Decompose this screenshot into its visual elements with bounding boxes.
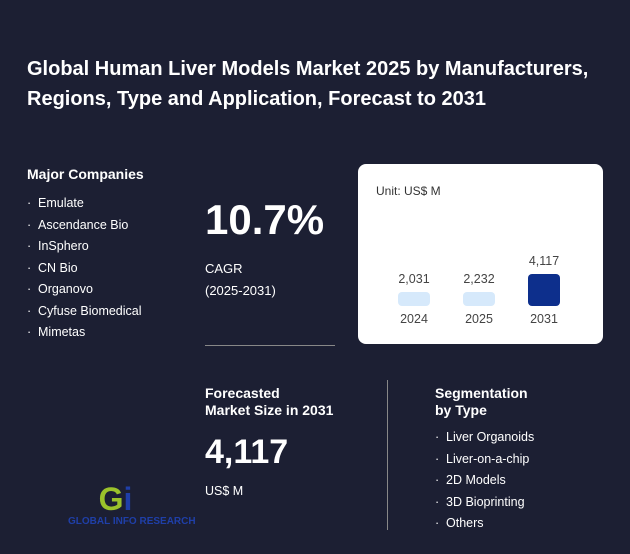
- bar-2031: [528, 274, 560, 306]
- list-item: Others: [435, 513, 534, 535]
- market-chart-card: Unit: US$ M 2,031 2024 2,232 2025 4,117 2031: [358, 164, 603, 344]
- value-label: 2,232: [463, 272, 495, 286]
- list-item: Cyfuse Biomedical: [27, 301, 144, 323]
- list-item: CN Bio: [27, 258, 144, 280]
- list-item: Organovo: [27, 279, 144, 301]
- list-item: InSphero: [27, 236, 144, 258]
- forecast-heading: Market Size in 2031: [205, 402, 334, 418]
- global-info-research-logo: Gi GLOBAL INFO RESEARCH: [68, 481, 196, 527]
- list-item: Liver-on-a-chip: [435, 449, 534, 471]
- value-label: 2,031: [398, 272, 430, 286]
- cagr-value: 10.7%: [205, 196, 325, 243]
- major-companies: Major Companies EmulateAscendance BioInS…: [27, 166, 144, 344]
- list-item: 3D Bioprinting: [435, 492, 534, 514]
- forecast-value: 4,117: [205, 433, 289, 471]
- list-item: Liver Organoids: [435, 427, 534, 449]
- forecast-heading: Forecasted: [205, 385, 280, 401]
- segmentation-heading: Segmentation: [435, 385, 528, 401]
- category-label: 2031: [530, 312, 558, 326]
- cagr-block: 10.7% CAGR (2025-2031): [205, 196, 324, 302]
- category-label: 2025: [465, 312, 493, 326]
- list-item: Emulate: [27, 193, 144, 215]
- cagr-label: CAGR: [205, 261, 243, 276]
- list-item: 2D Models: [435, 470, 534, 492]
- value-label: 4,117: [528, 254, 560, 268]
- category-label: 2024: [400, 312, 428, 326]
- bar-2025: [463, 292, 495, 306]
- list-item: Ascendance Bio: [27, 215, 144, 237]
- bar-2024: [398, 292, 430, 306]
- cagr-period: (2025-2031): [205, 283, 276, 298]
- chart-unit-label: Unit: US$ M: [376, 184, 441, 198]
- list-item: Mimetas: [27, 322, 144, 344]
- segmentation-block: Segmentation by Type Liver OrganoidsLive…: [435, 385, 534, 535]
- divider: [387, 380, 388, 530]
- divider: [205, 345, 335, 346]
- segmentation-heading: by Type: [435, 402, 487, 418]
- forecast-block: Forecasted Market Size in 2031 4,117 US$…: [205, 385, 333, 498]
- page-title: Global Human Liver Models Market 2025 by…: [27, 58, 589, 110]
- forecast-unit: US$ M: [205, 484, 244, 498]
- companies-heading: Major Companies: [27, 166, 144, 182]
